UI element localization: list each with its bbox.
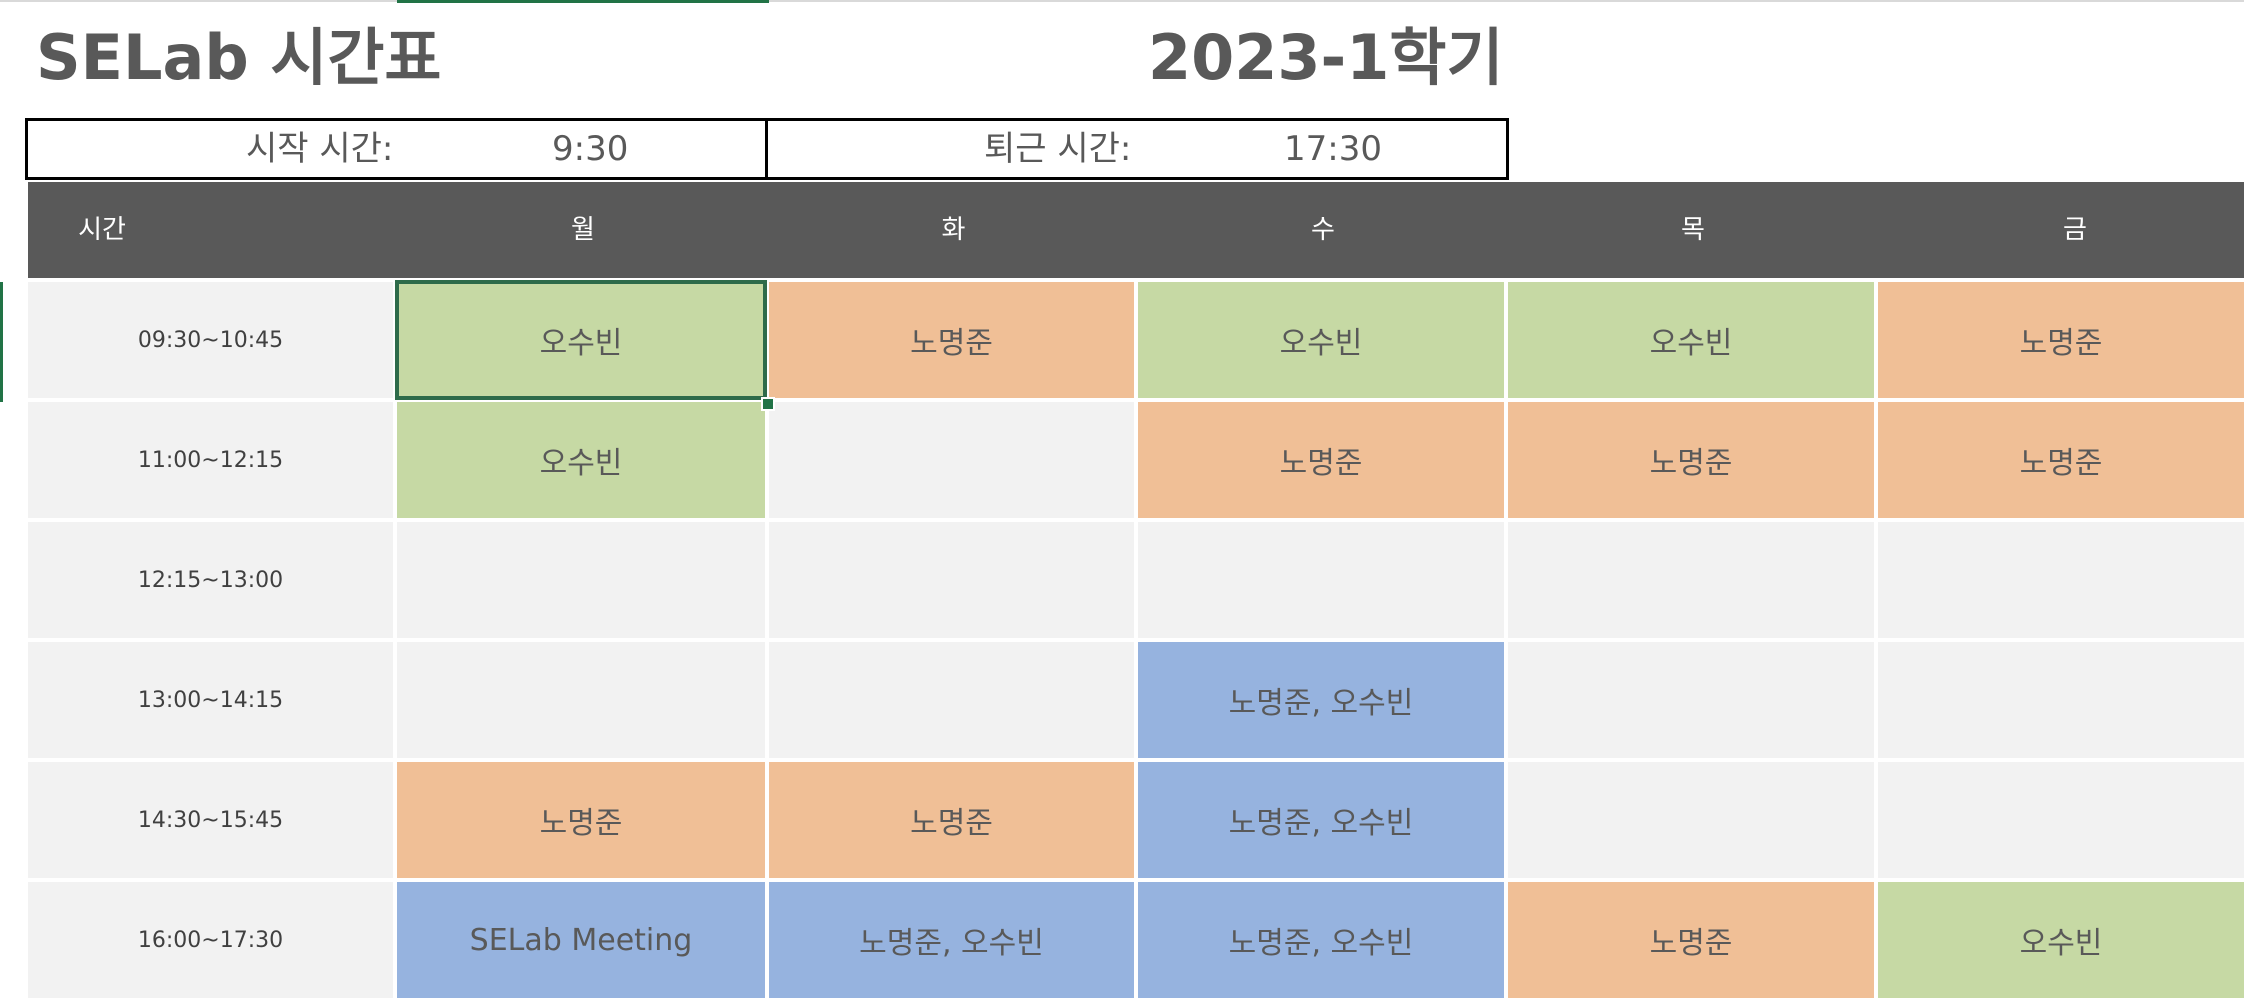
schedule-cell-mon[interactable]: 노명준 — [397, 762, 765, 878]
start-time-value: 9:30 — [552, 129, 629, 169]
header-time: 시간 — [78, 215, 126, 245]
time-slot-cell[interactable]: 11:00~12:15 — [28, 402, 393, 518]
header-day-mon: 월 — [571, 215, 595, 245]
semester-title: 2023-1학기 — [1148, 21, 1504, 94]
schedule-cell-tue[interactable]: 노명준, 오수빈 — [769, 882, 1134, 998]
schedule-cell-tue[interactable]: 노명준 — [769, 282, 1134, 398]
header-day-thu: 목 — [1681, 215, 1705, 245]
time-slot-cell[interactable]: 09:30~10:45 — [28, 282, 393, 398]
schedule-cell-wed[interactable]: 노명준, 오수빈 — [1138, 642, 1504, 758]
end-time-label: 퇴근 시간: — [984, 129, 1132, 169]
header-day-tue: 화 — [941, 215, 966, 245]
schedule-cell-mon[interactable]: 오수빈 — [397, 402, 765, 518]
schedule-cell-tue[interactable] — [769, 402, 1134, 518]
schedule-cell-wed[interactable] — [1138, 522, 1504, 638]
schedule-cell-thu[interactable] — [1508, 762, 1874, 878]
fill-handle[interactable] — [761, 397, 775, 411]
start-time-label: 시작 시간: — [246, 129, 394, 169]
time-slot-cell[interactable]: 13:00~14:15 — [28, 642, 393, 758]
sheet-top-border — [0, 0, 2244, 2]
column-selection-indicator — [397, 0, 769, 3]
time-slot-cell[interactable]: 12:15~13:00 — [28, 522, 393, 638]
schedule-cell-fri[interactable]: 노명준 — [1878, 402, 2244, 518]
timetable-title: SELab 시간표 — [36, 21, 442, 94]
schedule-cell-fri[interactable] — [1878, 762, 2244, 878]
schedule-cell-fri[interactable]: 오수빈 — [1878, 882, 2244, 998]
schedule-cell-thu[interactable]: 오수빈 — [1508, 282, 1874, 398]
schedule-cell-wed[interactable]: 노명준 — [1138, 402, 1504, 518]
schedule-cell-fri[interactable]: 노명준 — [1878, 282, 2244, 398]
schedule-cell-fri[interactable] — [1878, 642, 2244, 758]
header-day-wed: 수 — [1311, 215, 1335, 245]
schedule-cell-tue[interactable]: 노명준 — [769, 762, 1134, 878]
schedule-cell-thu[interactable]: 노명준 — [1508, 402, 1874, 518]
schedule-cell-mon[interactable]: 오수빈 — [395, 280, 767, 400]
schedule-cell-mon[interactable] — [397, 642, 765, 758]
end-time-value: 17:30 — [1284, 129, 1382, 169]
schedule-cell-wed[interactable]: 노명준, 오수빈 — [1138, 762, 1504, 878]
time-slot-cell[interactable]: 16:00~17:30 — [28, 882, 393, 998]
schedule-cell-fri[interactable] — [1878, 522, 2244, 638]
end-time-box[interactable]: 퇴근 시간: 17:30 — [765, 118, 1509, 180]
row-selection-indicator — [0, 282, 3, 402]
schedule-cell-thu[interactable] — [1508, 522, 1874, 638]
schedule-cell-wed[interactable]: 노명준, 오수빈 — [1138, 882, 1504, 998]
schedule-cell-mon[interactable] — [397, 522, 765, 638]
schedule-cell-mon[interactable]: SELab Meeting — [397, 882, 765, 998]
schedule-cell-thu[interactable] — [1508, 642, 1874, 758]
start-time-box[interactable]: 시작 시간: 9:30 — [25, 118, 768, 180]
schedule-cell-tue[interactable] — [769, 522, 1134, 638]
header-day-fri: 금 — [2063, 215, 2087, 245]
schedule-cell-tue[interactable] — [769, 642, 1134, 758]
schedule-cell-thu[interactable]: 노명준 — [1508, 882, 1874, 998]
day-header-row: 시간 월 화 수 목 금 — [28, 182, 2244, 278]
time-slot-cell[interactable]: 14:30~15:45 — [28, 762, 393, 878]
schedule-cell-wed[interactable]: 오수빈 — [1138, 282, 1504, 398]
